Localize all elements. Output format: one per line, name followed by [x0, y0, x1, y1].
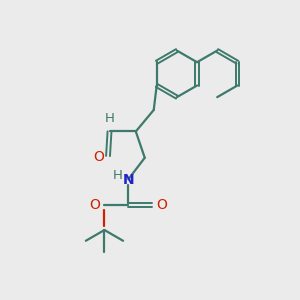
Text: O: O: [156, 198, 167, 212]
Text: H: H: [113, 169, 123, 182]
Text: O: O: [89, 198, 100, 212]
Text: O: O: [93, 151, 104, 164]
Text: H: H: [105, 112, 115, 125]
Text: N: N: [123, 173, 135, 187]
